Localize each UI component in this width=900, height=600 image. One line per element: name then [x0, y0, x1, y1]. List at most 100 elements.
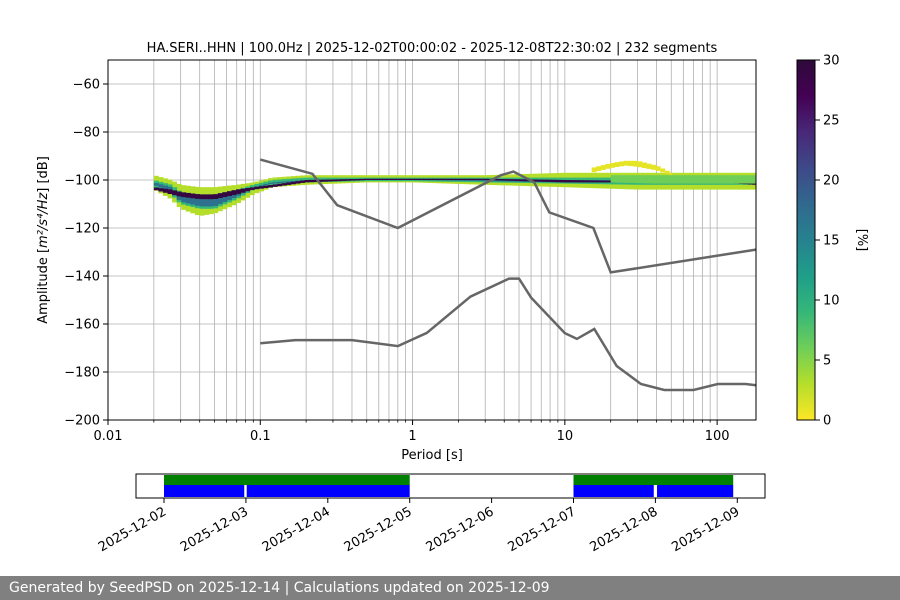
- density-cell: [386, 178, 392, 180]
- density-cell: [555, 179, 561, 183]
- density-cell: [664, 170, 670, 174]
- density-cell: [359, 178, 365, 181]
- density-cell: [258, 185, 264, 187]
- y-tick-label: −100: [64, 174, 100, 189]
- density-cell: [619, 175, 625, 183]
- density-cell: [683, 175, 689, 184]
- density-cell: [523, 179, 529, 182]
- density-cell: [222, 192, 228, 197]
- density-cell: [272, 184, 278, 187]
- density-cell: [655, 166, 661, 171]
- density-cell: [641, 162, 647, 169]
- colorbar-gradient: [796, 59, 816, 421]
- density-cell: [591, 167, 597, 173]
- density-cell: [651, 164, 657, 170]
- timeline-tick-label: 2025-12-04: [260, 504, 333, 555]
- x-tick-label: 1: [408, 429, 416, 444]
- density-cell: [263, 185, 269, 189]
- density-cell: [277, 183, 283, 187]
- density-cell: [222, 195, 228, 202]
- density-cell: [660, 175, 666, 184]
- timeline-data-segment: [164, 485, 245, 497]
- timeline-chart: 2025-12-02 2025-12-03 2025-12-04 2025-12-05…: [96, 473, 766, 555]
- density-cell: [162, 185, 168, 190]
- density-cell: [514, 179, 520, 181]
- density-cell: [268, 182, 274, 184]
- timeline-bars: [164, 475, 734, 497]
- density-cell: [309, 179, 315, 183]
- density-cell: [738, 175, 744, 184]
- density-cell: [377, 178, 383, 180]
- density-cell: [437, 178, 443, 180]
- colorbar-tick-label: 25: [823, 114, 840, 129]
- density-cell: [181, 192, 187, 198]
- density-cell: [185, 192, 191, 198]
- density-cell: [167, 186, 173, 192]
- density-cell: [688, 175, 694, 184]
- density-cell: [596, 166, 602, 172]
- density-cell: [373, 178, 379, 180]
- density-cell: [441, 178, 447, 180]
- density-cell: [482, 178, 488, 180]
- density-cell: [519, 179, 525, 182]
- density-cell: [610, 175, 616, 183]
- density-cell: [332, 179, 337, 182]
- y-axis-ticks: −60 −80 −100 −120 −140 −160 −180 −200: [64, 78, 108, 429]
- density-cell: [363, 178, 369, 181]
- x-tick-label: 0.1: [250, 429, 271, 444]
- density-cell: [286, 178, 292, 184]
- density-cell: [660, 168, 666, 173]
- density-cell: [281, 181, 287, 183]
- density-cell: [176, 195, 182, 200]
- density-cell: [167, 189, 173, 195]
- density-cell: [642, 175, 648, 184]
- x-axis-label: Period [s]: [401, 448, 463, 463]
- density-cell: [213, 198, 219, 206]
- timeline-tick-label: 2025-12-07: [506, 504, 579, 555]
- density-cell: [190, 193, 196, 199]
- density-cell: [368, 178, 374, 180]
- density-cell: [606, 180, 612, 183]
- density-cell: [354, 178, 360, 181]
- density-cell: [624, 175, 630, 183]
- chart-title: HA.SERI..HHN | 100.0Hz | 2025-12-02T00:0…: [147, 41, 718, 56]
- density-cell: [286, 181, 292, 183]
- density-cell: [418, 178, 424, 180]
- y-axis-label: Amplitude [m²/s⁴/Hz] [dB]: [36, 156, 51, 324]
- density-cell: [646, 163, 652, 169]
- density-cell: [665, 175, 671, 184]
- density-cell: [632, 160, 638, 167]
- density-cell: [290, 181, 296, 185]
- density-cell: [670, 175, 676, 184]
- density-cell: [226, 194, 232, 201]
- density-cell: [414, 178, 420, 180]
- density-cell: [464, 178, 470, 180]
- density-cell: [615, 175, 621, 183]
- density-cell: [697, 175, 703, 184]
- density-cell: [446, 178, 452, 180]
- y-tick-label: −80: [73, 126, 100, 141]
- density-cell: [734, 175, 740, 184]
- density-cell: [327, 179, 333, 182]
- density-cell: [217, 193, 223, 198]
- colorbar-tick-label: 10: [823, 294, 840, 309]
- timeline-data-segment: [246, 485, 410, 497]
- density-cell: [341, 179, 347, 181]
- density-cell: [614, 162, 620, 168]
- density-cell: [226, 191, 232, 197]
- density-cell: [208, 199, 214, 207]
- timeline-ticks: 2025-12-02 2025-12-03 2025-12-04 2025-12-05…: [96, 498, 742, 555]
- density-cell: [427, 178, 433, 180]
- timeline-coverage-bar: [573, 475, 734, 485]
- density-cell: [628, 160, 634, 167]
- density-cell: [153, 183, 159, 186]
- density-cell: [185, 197, 191, 204]
- density-cell: [231, 192, 237, 199]
- timeline-tick-label: 2025-12-02: [96, 504, 169, 555]
- density-cell: [752, 175, 757, 184]
- noise-model-nlnm: [260, 277, 757, 392]
- density-cell: [395, 178, 401, 180]
- colorbar-tick-label: 0: [823, 414, 831, 429]
- y-tick-label: −60: [73, 78, 100, 93]
